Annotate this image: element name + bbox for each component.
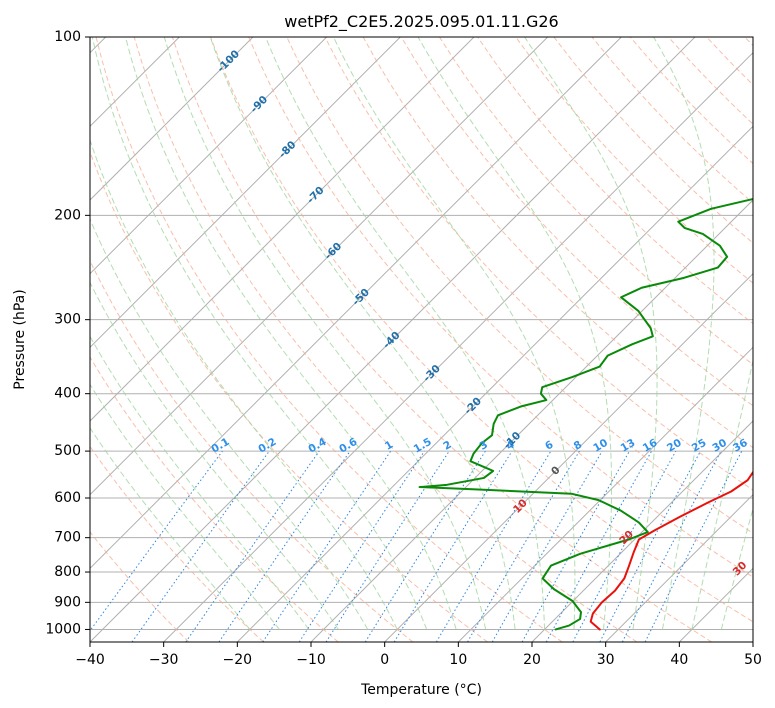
mixing-ratio-line bbox=[572, 450, 677, 642]
dewpoint-profile-line bbox=[418, 197, 753, 631]
chart-title: wetPf2_C2E5.2025.095.01.11.G26 bbox=[284, 12, 558, 32]
x-tick-label: 50 bbox=[744, 652, 762, 668]
dry-adiabat bbox=[90, 531, 190, 642]
mixing-ratio-line bbox=[131, 450, 270, 642]
y-tick-label: 900 bbox=[54, 594, 81, 610]
x-tick-label: −40 bbox=[75, 652, 105, 668]
moist-adiabat bbox=[90, 427, 251, 630]
y-tick-label: 300 bbox=[54, 312, 81, 328]
mixing-ratio-line bbox=[262, 450, 392, 642]
isotherm-line bbox=[90, 37, 475, 422]
plot-area bbox=[90, 37, 753, 642]
mixing-ratio-line bbox=[185, 450, 320, 642]
dry-adiabat bbox=[439, 37, 753, 366]
temperature-profile-line bbox=[589, 470, 753, 631]
isotherm-line bbox=[457, 346, 753, 642]
moist-adiabat bbox=[163, 37, 487, 630]
x-tick-label: 0 bbox=[380, 652, 389, 668]
moist-adiabat bbox=[90, 217, 369, 630]
x-tick-label: 30 bbox=[597, 652, 615, 668]
mixing-ratio-line bbox=[644, 450, 743, 642]
y-tick-label: 600 bbox=[54, 490, 81, 506]
x-axis-label: Temperature (°C) bbox=[360, 682, 482, 698]
moist-adiabat bbox=[653, 37, 715, 630]
dry-adiabat bbox=[133, 37, 638, 642]
isotherm-line bbox=[90, 37, 696, 642]
y-tick-label: 500 bbox=[54, 443, 81, 459]
mixing-ratio-line bbox=[545, 450, 653, 642]
dry-adiabat bbox=[248, 37, 753, 578]
moist-adiabat bbox=[209, 37, 516, 630]
mixing-ratio-line bbox=[521, 450, 630, 642]
x-tick-label: −20 bbox=[223, 652, 253, 668]
mixing-ratio-line bbox=[298, 450, 425, 642]
moist-adiabat bbox=[417, 37, 613, 630]
dry-adiabat bbox=[515, 37, 753, 284]
x-axis: −40 −30 −20 −10 0 10 20 30 40 50 bbox=[75, 642, 762, 668]
dry-adiabat bbox=[324, 37, 753, 491]
dry-adiabat bbox=[90, 356, 339, 642]
dry-adiabat bbox=[95, 37, 563, 642]
mixing-ratio-line bbox=[218, 450, 351, 642]
dry-adiabat bbox=[90, 150, 488, 642]
background-lines bbox=[90, 37, 753, 642]
isotherm-line bbox=[752, 641, 753, 642]
plot-background bbox=[90, 37, 753, 642]
moist-adiabat bbox=[90, 138, 398, 630]
y-tick-label: 200 bbox=[54, 207, 81, 223]
dry-adiabat bbox=[90, 259, 414, 642]
mixing-ratio-line bbox=[393, 450, 513, 642]
isotherm-line bbox=[90, 37, 328, 275]
x-tick-label: 10 bbox=[449, 652, 467, 668]
isotherm-line bbox=[384, 272, 753, 642]
moist-adiabat bbox=[332, 37, 576, 630]
y-tick-label: 800 bbox=[54, 564, 81, 580]
y-axis-label: Pressure (hPa) bbox=[12, 289, 28, 389]
dry-adiabat bbox=[400, 37, 753, 407]
moist-adiabat bbox=[91, 37, 428, 630]
x-tick-label: 20 bbox=[523, 652, 541, 668]
x-tick-label: 40 bbox=[670, 652, 688, 668]
isotherm-line bbox=[531, 420, 753, 642]
moist-adiabat bbox=[90, 383, 280, 630]
isotherm-line bbox=[236, 125, 753, 642]
dry-adiabat bbox=[210, 37, 753, 623]
isotherm-line bbox=[163, 51, 753, 642]
moist-adiabat bbox=[524, 37, 658, 630]
y-tick-label: 400 bbox=[54, 386, 81, 402]
dry-adiabat bbox=[90, 445, 264, 642]
x-tick-label: −10 bbox=[296, 652, 326, 668]
y-axis: 100 200 300 400 500 600 700 800 900 1000 bbox=[45, 29, 90, 637]
isotherm-line bbox=[90, 37, 622, 570]
mixing-ratio-line bbox=[90, 450, 223, 632]
mixing-ratio-line bbox=[325, 450, 450, 642]
y-tick-label: 1000 bbox=[45, 621, 81, 637]
y-tick-label: 700 bbox=[54, 530, 81, 546]
isotherm-line bbox=[90, 37, 401, 349]
isotherm-line bbox=[90, 37, 549, 496]
moist-adiabat bbox=[265, 37, 546, 630]
y-tick-label: 100 bbox=[54, 29, 81, 45]
moist-adiabat bbox=[691, 358, 753, 630]
isotherm-line bbox=[90, 37, 254, 201]
isotherm-line bbox=[605, 493, 753, 642]
moist-adiabat bbox=[125, 37, 457, 630]
profile-lines bbox=[418, 197, 753, 631]
plot-frame bbox=[89, 36, 754, 643]
x-tick-label: −30 bbox=[149, 652, 179, 668]
dry-adiabat bbox=[171, 37, 712, 642]
